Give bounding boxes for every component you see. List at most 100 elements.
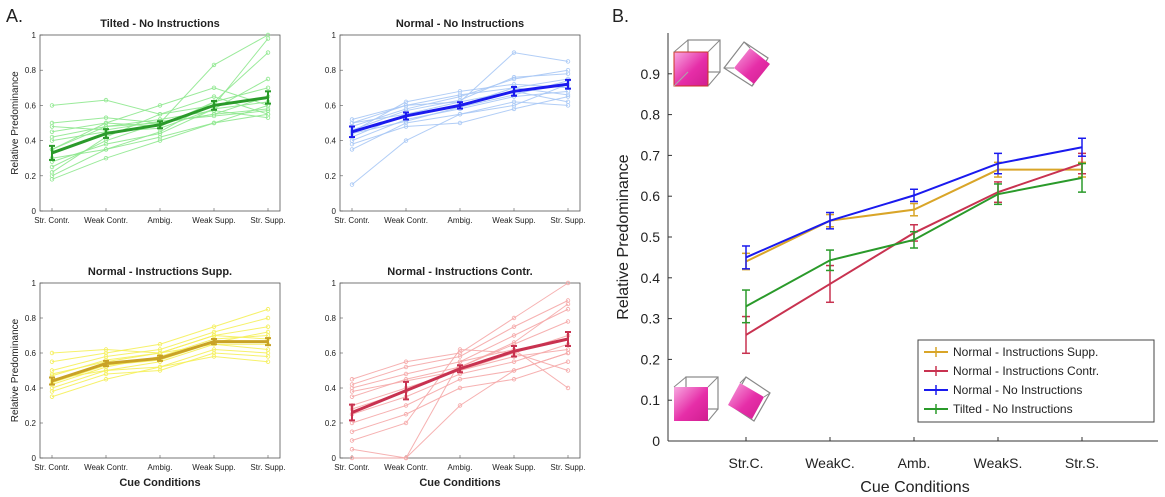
individual-point (565, 59, 571, 64)
y-tick-label: 1 (32, 31, 37, 40)
y-tick-label: 0.8 (25, 314, 37, 323)
individual-point (103, 371, 109, 377)
individual-line (351, 352, 569, 459)
individual-point (457, 354, 463, 359)
individual-point (265, 32, 271, 38)
individual-point (457, 385, 463, 391)
individual-point (265, 108, 271, 113)
x-tick-label: Str. Supp. (250, 463, 285, 472)
individual-point (265, 76, 271, 82)
individual-point (511, 315, 517, 321)
individual-point (103, 347, 109, 352)
y-tick-label: 0.4 (25, 384, 37, 393)
small-chart-2: 0 0.2 0.4 0.6 0.8 1 Str. Contr. Weak Contr. Ambi… (325, 18, 586, 225)
individual-point (511, 324, 517, 329)
individual-point (49, 103, 55, 108)
individual-line (351, 96, 569, 145)
x-tick-label: Amb. (898, 455, 931, 471)
y-axis-label: Relative Predominance (10, 71, 21, 175)
y-tick-label: 0.9 (641, 66, 661, 82)
individual-point (565, 301, 571, 307)
individual-point (565, 319, 571, 324)
individual-point (49, 170, 55, 175)
chart-title: Normal - No Instructions (396, 18, 524, 30)
individual-point (565, 359, 571, 364)
individual-line (51, 352, 269, 392)
individual-point (49, 394, 55, 399)
x-tick-label: Str. Contr. (34, 463, 70, 472)
individual-point (49, 134, 55, 140)
individual-point (565, 307, 571, 312)
individual-point (103, 155, 109, 161)
panel-a-label: A. (6, 6, 23, 26)
chart-title: Tilted - No Instructions (100, 18, 220, 30)
y-tick-label: 0.7 (641, 147, 661, 163)
individual-point (511, 333, 517, 338)
individual-point (511, 359, 517, 364)
individual-point (565, 92, 571, 98)
series-normal-instructions-contr- (742, 152, 1086, 355)
individual-point (211, 62, 217, 68)
individual-point (511, 75, 517, 80)
y-tick-label: 0.8 (641, 107, 661, 123)
individual-line (51, 317, 269, 371)
y-tick-label: 0.8 (325, 314, 337, 323)
x-tick-label: Str. Contr. (334, 463, 370, 472)
x-tick-label: WeakC. (805, 455, 855, 471)
individual-line (352, 348, 569, 459)
legend-entry-label: Normal - Instructions Supp. (953, 345, 1098, 359)
x-tick-label: Ambig. (448, 463, 473, 472)
individual-point (103, 97, 109, 103)
individual-line (351, 83, 569, 133)
individual-line (351, 282, 569, 380)
individual-point (403, 371, 409, 377)
individual-point (565, 280, 571, 286)
individual-point (103, 147, 109, 152)
normal-cube-front-icon (673, 376, 719, 422)
y-tick-label: 0.3 (641, 311, 661, 327)
y-tick-label: 0.6 (325, 101, 337, 110)
individual-line (51, 308, 269, 363)
tilted-cube-front-icon (673, 39, 721, 87)
legend: Normal - Instructions Supp. Normal - Inst… (917, 339, 1155, 423)
individual-line (51, 113, 269, 180)
x-tick-label: Weak Supp. (492, 463, 535, 472)
individual-point (157, 138, 163, 143)
x-tick-label: Weak Supp. (492, 216, 535, 225)
small-chart-4: 0 0.2 0.4 0.6 0.8 1 Str. Contr. Weak Contr. Ambi… (325, 266, 586, 489)
individual-point (49, 389, 55, 394)
individual-point (265, 307, 271, 312)
x-tick-label: Str. Supp. (250, 216, 285, 225)
individual-point (349, 394, 355, 399)
individual-line (351, 300, 569, 385)
individual-point (157, 111, 163, 117)
individual-point (403, 455, 409, 461)
x-tick-label: Str. Supp. (550, 463, 585, 472)
individual-line (351, 348, 569, 441)
legend-entry-label: Normal - Instructions Contr. (953, 364, 1099, 378)
x-tick-label: Ambig. (148, 216, 173, 225)
individual-point (49, 177, 55, 182)
individual-point (265, 315, 271, 321)
individual-point (349, 147, 355, 152)
individual-point (49, 124, 55, 129)
chart-title: Normal - Instructions Supp. (88, 266, 232, 278)
individual-point (565, 385, 571, 391)
individual-line (51, 334, 269, 377)
individual-point (457, 120, 463, 126)
y-tick-label: 1 (332, 31, 337, 40)
y-tick-label: 0.6 (25, 101, 37, 110)
x-tick-label: Weak Contr. (384, 463, 428, 472)
individual-line (351, 361, 569, 433)
individual-point (349, 117, 355, 122)
individual-point (49, 359, 55, 364)
y-tick-label: 0.8 (325, 66, 337, 75)
y-tick-label: 0 (332, 454, 337, 463)
individual-point (211, 333, 217, 338)
y-tick-label: 0.5 (641, 229, 661, 245)
individual-point (349, 182, 355, 187)
y-axis-label: Relative Predominance (10, 318, 21, 422)
y-tick-label: 0.2 (25, 172, 37, 181)
individual-line (351, 343, 569, 415)
